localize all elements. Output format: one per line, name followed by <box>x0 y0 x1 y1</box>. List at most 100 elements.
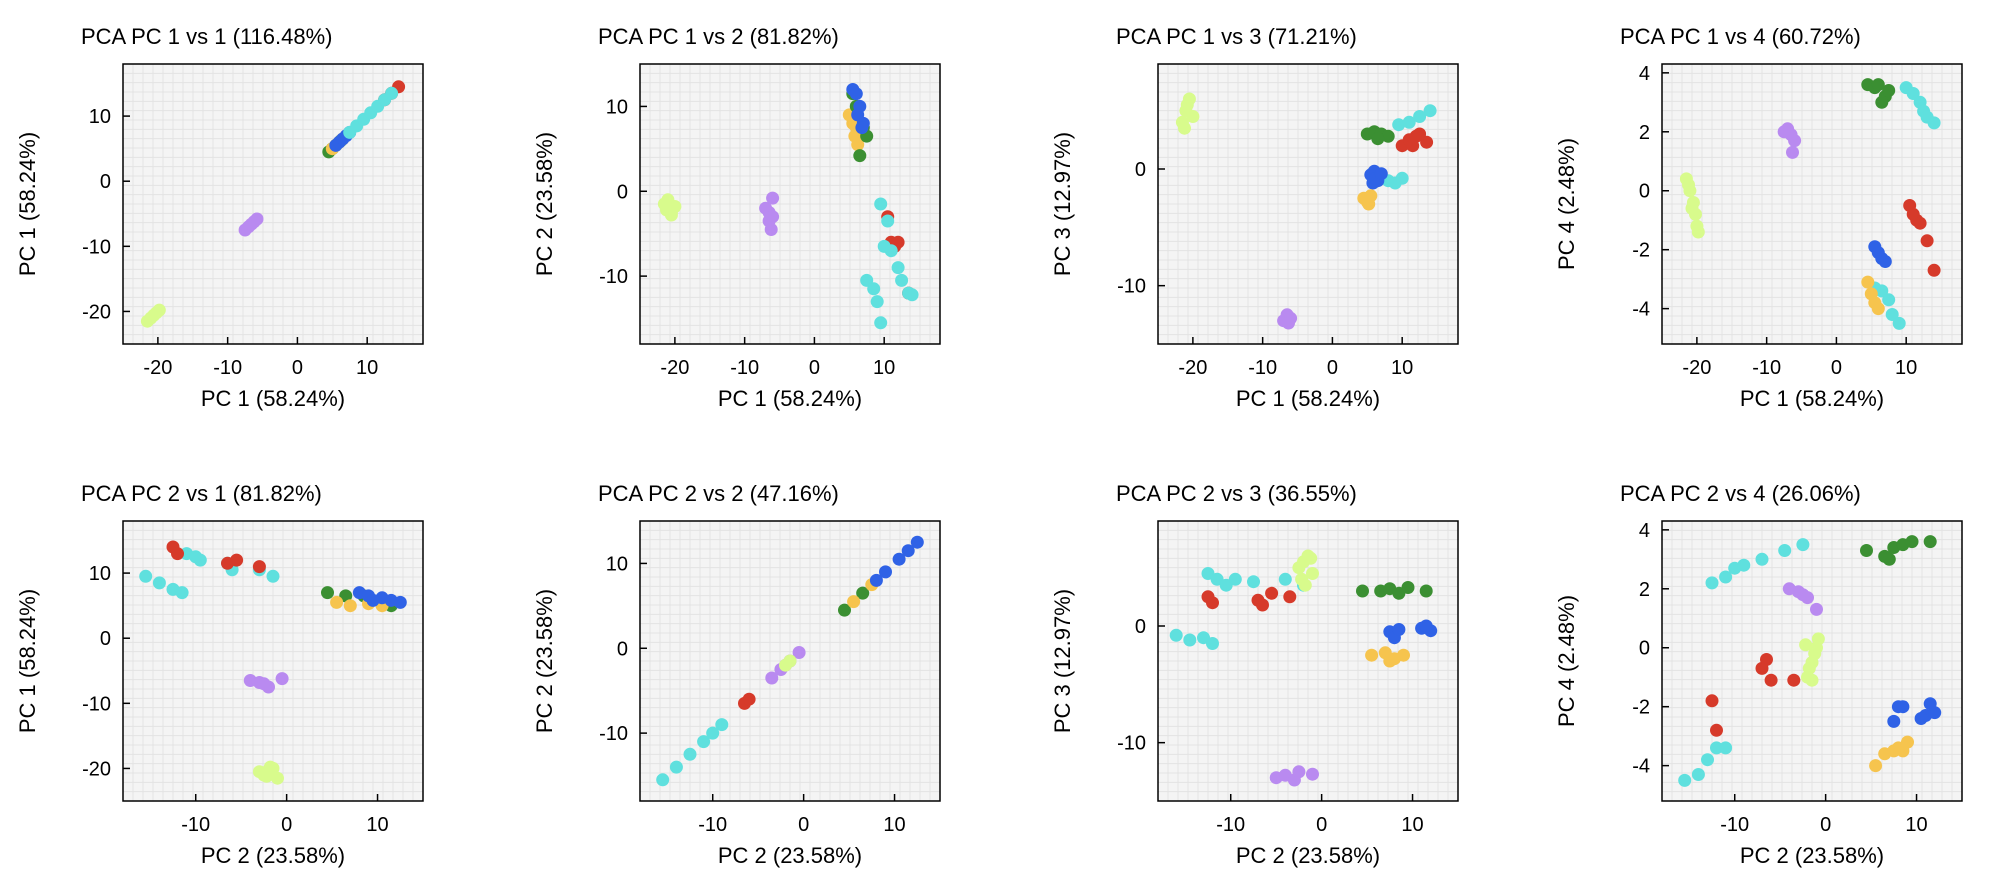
point-green <box>1356 584 1369 598</box>
point-cyan <box>385 86 399 100</box>
point-orange <box>1383 654 1397 668</box>
gridlines <box>123 521 423 801</box>
x-tick-label: -10 <box>1720 814 1749 836</box>
point-orange <box>847 595 861 609</box>
x-tick-label: 10 <box>1391 357 1413 379</box>
y-tick-label: 0 <box>617 638 628 660</box>
point-blue <box>1896 700 1910 714</box>
point-red <box>252 560 266 574</box>
point-cyan <box>870 295 884 309</box>
point-cyan <box>1402 115 1416 129</box>
y-tick-label: 0 <box>1135 616 1146 638</box>
point-blue <box>1887 714 1901 728</box>
point-green <box>1371 132 1385 146</box>
point-red <box>1920 234 1934 248</box>
y-tick-label: 2 <box>1639 122 1650 144</box>
point-orange <box>343 599 357 613</box>
point-blue <box>366 593 380 607</box>
x-tick-label: 0 <box>1316 814 1327 836</box>
point-lime <box>1298 578 1312 592</box>
gridlines <box>123 64 423 344</box>
gridlines <box>640 521 940 801</box>
point-cyan <box>1906 87 1920 100</box>
point-lime <box>1306 567 1319 580</box>
point-cyan <box>1278 572 1292 586</box>
x-tick-label: -20 <box>143 357 172 379</box>
panel-pc1-vs-1: -20 -10 0 10 -20 -10 0 10 PCA PC 1 vs 1 (116.48%… <box>15 24 424 411</box>
point-blue <box>1878 255 1892 268</box>
point-cyan <box>152 576 166 590</box>
y-tick-label: -2 <box>1632 240 1650 262</box>
y-tick-label: -10 <box>82 693 111 715</box>
point-lime <box>1811 632 1825 646</box>
x-tick-label: 10 <box>356 357 378 379</box>
point-red <box>1265 586 1279 600</box>
point-cyan <box>1228 572 1242 586</box>
x-tick-label: 0 <box>281 814 292 836</box>
point-cyan <box>193 553 207 567</box>
x-tick-label: 10 <box>873 357 895 379</box>
y-tick-label: 0 <box>1639 638 1650 660</box>
point-red <box>742 692 756 706</box>
x-axis-label: PC 1 (58.24%) <box>201 386 345 411</box>
point-green <box>1923 535 1937 549</box>
point-lime <box>1186 110 1200 123</box>
point-orange <box>1397 648 1410 662</box>
point-blue <box>855 121 869 135</box>
point-red <box>1710 723 1723 737</box>
x-tick-label: 10 <box>1905 814 1927 836</box>
point-cyan <box>139 569 153 583</box>
y-tick-label: 0 <box>100 171 111 193</box>
x-axis-label: PC 1 (58.24%) <box>1740 386 1884 411</box>
point-red <box>1705 694 1719 708</box>
x-tick-label: -10 <box>730 357 759 379</box>
panel-pc2-vs-4: -10 0 10 -4 -2 0 2 4 PCA PC 2 vs 4 (26.06%) PC 2 … <box>1554 481 1963 868</box>
panel-pc2-vs-3: -10 0 10 -10 0 PCA PC 2 vs 3 (36.55%) PC 2 (23… <box>1050 481 1459 868</box>
x-tick-label: 0 <box>1831 357 1842 379</box>
point-purple <box>262 680 275 694</box>
point-orange <box>1362 197 1376 211</box>
point-red <box>1206 596 1219 610</box>
chart-title: PCA PC 1 vs 3 (71.21%) <box>1116 24 1357 49</box>
point-cyan <box>891 261 905 275</box>
point-red <box>230 553 244 567</box>
point-red <box>1406 139 1420 153</box>
y-axis-label: PC 1 (58.24%) <box>15 132 40 276</box>
point-red <box>1413 127 1427 141</box>
point-cyan <box>895 273 909 287</box>
y-tick-label: 0 <box>1639 181 1650 203</box>
point-red <box>1913 216 1927 230</box>
point-cyan <box>1719 570 1733 584</box>
x-tick-label: -20 <box>660 357 689 379</box>
point-cyan <box>1701 753 1714 767</box>
y-axis-label: PC 2 (23.58%) <box>532 132 557 276</box>
y-tick-label: -2 <box>1632 697 1650 719</box>
point-cyan <box>1885 308 1899 321</box>
gridlines <box>1662 64 1962 344</box>
point-purple <box>765 671 779 685</box>
point-green <box>856 586 870 600</box>
point-cyan <box>175 586 189 600</box>
point-green <box>1401 581 1415 594</box>
x-tick-label: -20 <box>1178 357 1207 379</box>
point-cyan <box>1778 544 1792 557</box>
data-points <box>1679 78 1941 330</box>
y-tick-label: -4 <box>1632 299 1650 321</box>
point-cyan <box>874 316 888 330</box>
y-tick-label: -20 <box>82 758 111 780</box>
point-lime <box>152 303 166 317</box>
point-green <box>339 589 353 603</box>
point-lime <box>1691 225 1705 239</box>
point-cyan <box>1206 637 1219 650</box>
point-purple <box>1306 767 1319 781</box>
point-cyan <box>874 197 888 211</box>
point-green <box>1860 544 1873 557</box>
point-green <box>1381 129 1395 143</box>
point-orange <box>1861 275 1875 289</box>
y-axis-label: PC 2 (23.58%) <box>532 589 557 733</box>
point-cyan <box>1392 118 1406 132</box>
point-green <box>321 586 334 600</box>
point-cyan <box>867 282 881 296</box>
point-green <box>1905 535 1919 549</box>
